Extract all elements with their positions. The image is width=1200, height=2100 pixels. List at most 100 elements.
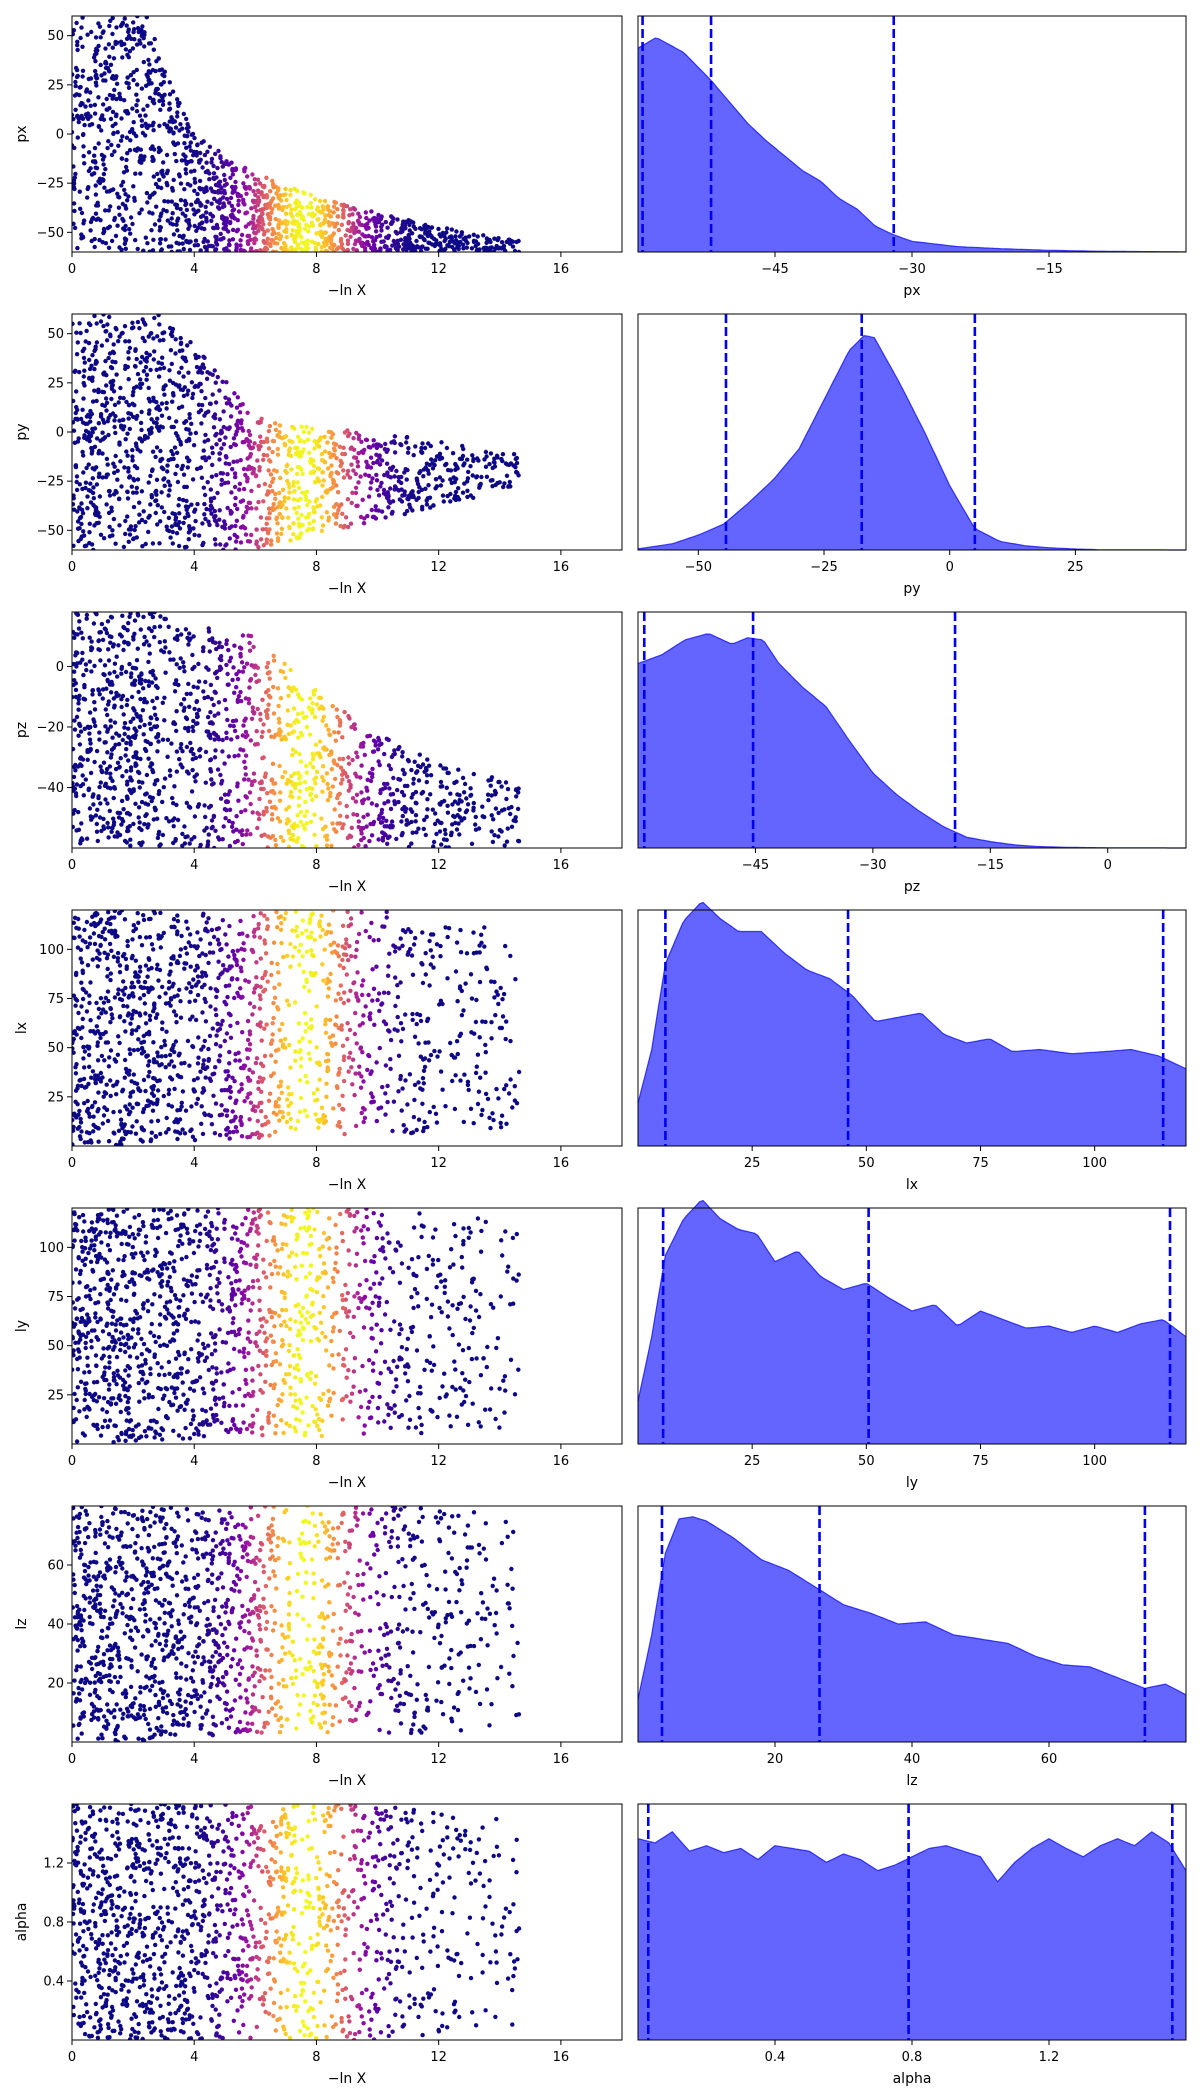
trace-point	[80, 773, 85, 778]
trace-point	[241, 486, 247, 492]
trace-point	[266, 728, 272, 734]
trace-point	[154, 488, 159, 494]
trace-point	[103, 46, 108, 51]
trace-point	[273, 427, 279, 432]
trace-point	[449, 227, 454, 232]
trace-point	[494, 453, 500, 458]
trace-point	[134, 485, 139, 491]
trace-point	[109, 1012, 115, 1017]
trace-point	[241, 181, 246, 186]
trace-point	[121, 396, 126, 401]
trace-point	[428, 792, 433, 797]
trace-point	[313, 742, 319, 747]
trace-point	[382, 781, 387, 787]
trace-point	[155, 749, 160, 754]
trace-point	[190, 395, 195, 401]
trace-point	[114, 112, 119, 117]
trace-scatter-pz	[72, 612, 522, 848]
trace-point	[214, 473, 219, 478]
trace-point	[149, 417, 154, 422]
trace-point	[116, 205, 122, 210]
trace-point	[131, 386, 137, 391]
trace-point	[78, 416, 84, 422]
trace-point	[204, 506, 209, 512]
trace-point	[269, 210, 274, 215]
trace-point	[124, 399, 129, 405]
trace-point	[92, 111, 98, 116]
trace-point	[202, 803, 207, 808]
trace-point	[320, 774, 325, 780]
trace-point	[186, 226, 191, 231]
trace-point	[80, 757, 86, 762]
trace-point	[410, 830, 415, 835]
trace-point	[465, 457, 470, 462]
trace-point	[131, 77, 136, 83]
trace-point	[280, 515, 285, 520]
trace-point	[268, 1053, 274, 1058]
trace-ytick-label-0-0: −50	[37, 226, 64, 241]
trace-point	[288, 667, 293, 673]
trace-point	[113, 233, 119, 239]
trace-point	[148, 764, 153, 769]
trace-point	[389, 819, 395, 824]
trace-point	[209, 505, 215, 511]
trace-point	[74, 330, 79, 335]
trace-point	[136, 815, 141, 820]
trace-point	[126, 350, 131, 355]
trace-point	[257, 420, 262, 425]
trace-point	[333, 1041, 338, 1046]
trace-point	[157, 338, 163, 343]
trace-point	[491, 817, 496, 822]
trace-point	[200, 951, 205, 956]
trace-point	[221, 236, 226, 241]
trace-point	[142, 722, 147, 728]
trace-point	[316, 438, 321, 444]
trace-point	[169, 741, 174, 746]
trace-point	[424, 498, 429, 503]
trace-point	[464, 245, 469, 250]
trace-point	[364, 824, 369, 829]
trace-point	[277, 798, 283, 803]
trace-point	[464, 796, 469, 801]
trace-point	[274, 531, 280, 536]
trace-point	[330, 703, 335, 709]
trace-point	[181, 246, 186, 252]
trace-point	[182, 355, 188, 361]
trace-point	[72, 130, 75, 135]
trace-point	[248, 738, 253, 743]
trace-point	[132, 478, 137, 483]
trace-point	[491, 1117, 496, 1123]
trace-point	[281, 954, 286, 960]
trace-point	[223, 543, 228, 548]
trace-point	[347, 228, 353, 234]
trace-point	[238, 243, 243, 248]
trace-point	[115, 223, 120, 228]
trace-point	[198, 248, 203, 252]
trace-point	[345, 428, 350, 433]
trace-point	[97, 176, 103, 181]
trace-point	[131, 325, 136, 330]
trace-point	[267, 423, 273, 429]
trace-point	[205, 480, 210, 485]
trace-point	[276, 186, 281, 191]
trace-point	[191, 207, 196, 212]
trace-point	[360, 232, 365, 237]
trace-point	[289, 245, 294, 250]
trace-point	[239, 418, 244, 423]
trace-point	[196, 208, 201, 213]
trace-point	[223, 816, 228, 821]
trace-point	[378, 1105, 384, 1110]
trace-point	[128, 719, 133, 724]
trace-point	[311, 506, 316, 511]
trace-point	[109, 505, 114, 510]
trace-point	[195, 197, 200, 203]
trace-point	[218, 231, 223, 237]
trace-point	[119, 816, 125, 822]
trace-point	[88, 419, 93, 424]
trace-point	[169, 424, 174, 430]
trace-point	[126, 111, 131, 116]
trace-point	[87, 659, 93, 664]
trace-point	[171, 824, 176, 829]
trace-point	[348, 916, 354, 921]
trace-point	[258, 717, 263, 722]
